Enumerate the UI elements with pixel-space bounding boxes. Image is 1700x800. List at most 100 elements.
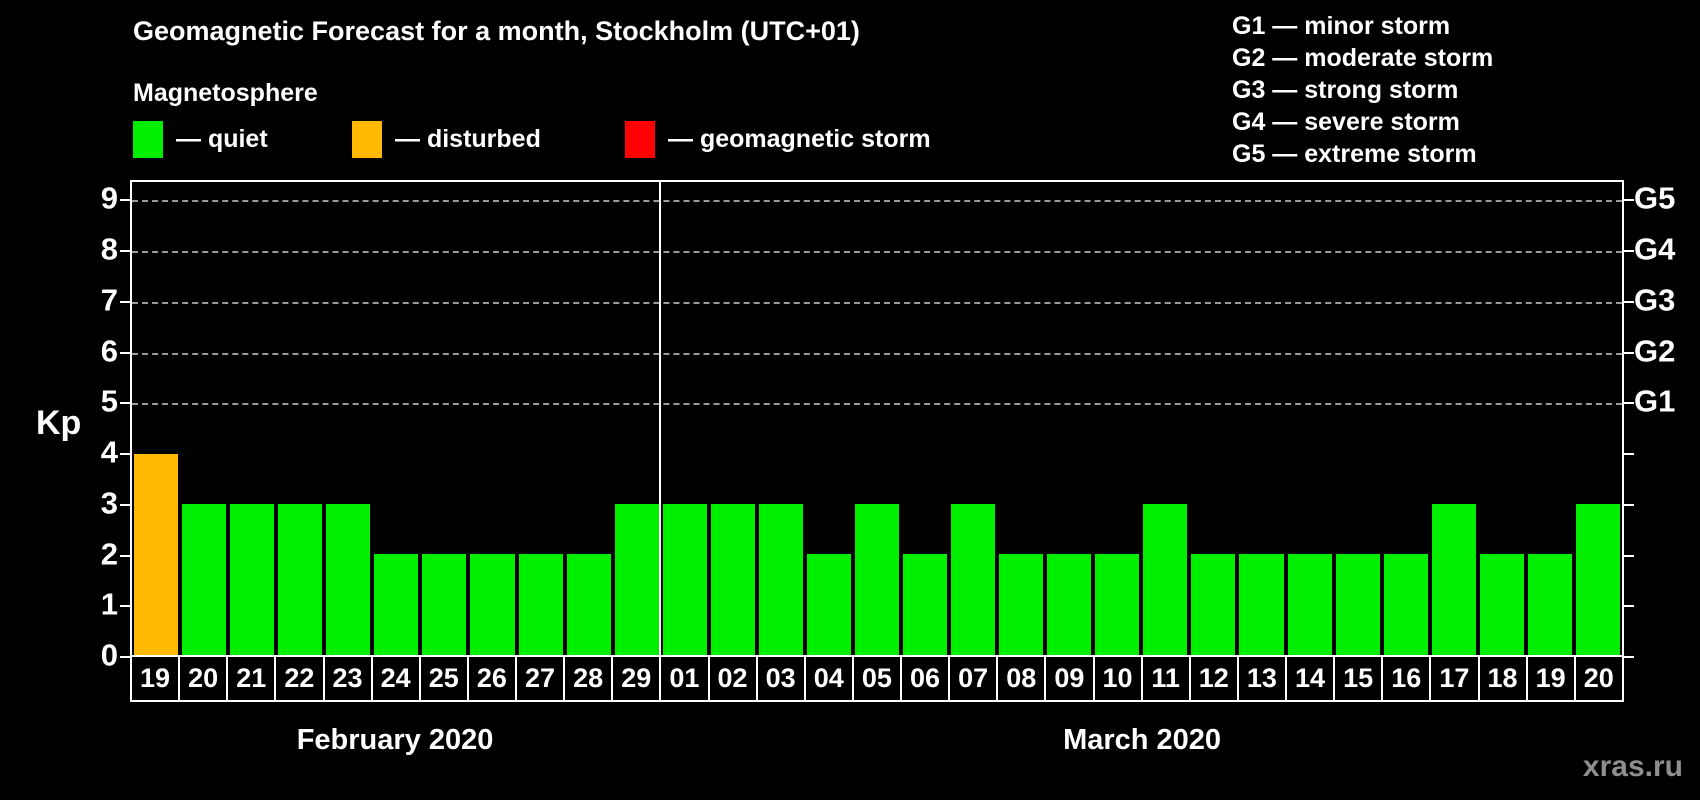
right-axis-tick bbox=[1624, 554, 1634, 557]
date-cell-09: 09 bbox=[1044, 657, 1095, 702]
left-axis-tick bbox=[120, 554, 130, 557]
kp-bar-february-28 bbox=[566, 554, 611, 655]
y-tick-label-5: 5 bbox=[100, 383, 118, 419]
left-axis-tick bbox=[120, 656, 130, 658]
bar-slot bbox=[1430, 182, 1478, 655]
g-tick-label-g4: G4 bbox=[1634, 231, 1676, 267]
date-cell-16: 16 bbox=[1381, 657, 1432, 702]
storm-color-swatch bbox=[625, 120, 655, 158]
bar-slot bbox=[1141, 182, 1189, 655]
kp-bar-march-18 bbox=[1479, 554, 1524, 655]
date-cell-26: 26 bbox=[466, 657, 517, 702]
date-cell-01: 01 bbox=[659, 657, 710, 702]
kp-bar-march-02 bbox=[710, 504, 755, 655]
gridline-kp8 bbox=[132, 251, 1622, 254]
month-label-march: March 2020 bbox=[1063, 724, 1222, 756]
kp-bar-february-23 bbox=[326, 504, 371, 655]
watermark: xras.ru bbox=[1582, 750, 1683, 783]
left-axis-tick bbox=[120, 300, 130, 303]
date-cell-22: 22 bbox=[274, 657, 325, 702]
kp-bar-february-20 bbox=[182, 504, 227, 655]
chart-zone: 0 1 2 3 4 5 6 7 8 9 G1 G2 G3 G4 G5 bbox=[101, 180, 1675, 673]
g2-legend-line: G2 — moderate storm bbox=[1232, 44, 1494, 72]
kp-bar-march-16 bbox=[1383, 554, 1428, 655]
bar-slot bbox=[613, 182, 661, 655]
left-axis-tick bbox=[120, 503, 130, 506]
date-cell-18: 18 bbox=[1477, 657, 1528, 702]
kp-bar-february-26 bbox=[470, 554, 515, 655]
g5-legend-line: G5 — extreme storm bbox=[1232, 140, 1477, 168]
y-tick-label-6: 6 bbox=[100, 333, 118, 369]
left-axis-tick bbox=[120, 199, 130, 202]
quiet-color-swatch bbox=[133, 120, 163, 158]
g-tick-label-g3: G3 bbox=[1634, 282, 1676, 318]
bar-slot bbox=[1189, 182, 1237, 655]
kp-bar-march-10 bbox=[1095, 554, 1140, 655]
bar-slot bbox=[228, 182, 276, 655]
y-tick-label-4: 4 bbox=[100, 434, 118, 470]
right-axis-tick bbox=[1624, 199, 1634, 202]
gridline-kp7 bbox=[132, 301, 1622, 304]
bar-slot bbox=[276, 182, 324, 655]
date-cell-08: 08 bbox=[996, 657, 1047, 702]
date-cell-23: 23 bbox=[322, 657, 373, 702]
right-axis-tick bbox=[1624, 453, 1634, 456]
bar-slot bbox=[1526, 182, 1574, 655]
date-cell-20: 20 bbox=[1573, 657, 1624, 702]
bar-slot bbox=[949, 182, 997, 655]
left-axis-tick bbox=[120, 250, 130, 253]
gridline-kp5 bbox=[132, 403, 1622, 406]
bar-slot bbox=[1382, 182, 1430, 655]
date-cell-13: 13 bbox=[1236, 657, 1287, 702]
kp-bar-february-29 bbox=[614, 504, 659, 655]
date-cell-28: 28 bbox=[563, 657, 614, 702]
month-label-february: February 2020 bbox=[296, 724, 494, 756]
y-tick-label-9: 9 bbox=[100, 180, 118, 216]
left-axis-tick bbox=[120, 453, 130, 456]
bar-slot bbox=[565, 182, 613, 655]
legend-item-disturbed: — disturbed bbox=[352, 119, 541, 159]
bar-slot bbox=[757, 182, 805, 655]
magnetosphere-label: Magnetosphere bbox=[133, 79, 318, 107]
kp-bar-march-15 bbox=[1335, 554, 1380, 655]
g-tick-label-g5: G5 bbox=[1634, 180, 1676, 216]
bar-slot bbox=[1478, 182, 1526, 655]
date-cell-15: 15 bbox=[1333, 657, 1384, 702]
g-tick-label-g1: G1 bbox=[1634, 383, 1676, 419]
disturbed-color-swatch bbox=[352, 120, 382, 158]
right-axis-tick bbox=[1624, 402, 1634, 405]
right-axis-tick bbox=[1624, 503, 1634, 506]
bar-slot bbox=[1286, 182, 1334, 655]
bar-slot bbox=[468, 182, 516, 655]
bar-slot bbox=[1045, 182, 1093, 655]
bar-slot bbox=[997, 182, 1045, 655]
bar-slot bbox=[853, 182, 901, 655]
bar-slot bbox=[805, 182, 853, 655]
gridline-kp9 bbox=[132, 200, 1622, 203]
date-cell-04: 04 bbox=[803, 657, 854, 702]
kp-bar-march-06 bbox=[903, 554, 948, 655]
date-axis: 19 20 21 22 23 24 25 26 27 28 29 01 02 03 04 05 06 07 08 09… bbox=[130, 657, 1624, 702]
date-cell-02: 02 bbox=[707, 657, 758, 702]
y-axis-title: Kp bbox=[36, 404, 82, 442]
bar-slot bbox=[420, 182, 468, 655]
date-cell-07: 07 bbox=[948, 657, 999, 702]
date-cell-19: 19 bbox=[1525, 657, 1576, 702]
month-axis: February 2020 March 2020 bbox=[130, 724, 1624, 757]
date-cell-06: 06 bbox=[900, 657, 951, 702]
kp-bar-march-17 bbox=[1431, 504, 1476, 655]
kp-bar-march-11 bbox=[1143, 504, 1188, 655]
kp-bar-march-04 bbox=[806, 554, 851, 655]
legend-item-geomagnetic-storm: — geomagnetic storm bbox=[625, 119, 931, 159]
right-axis-tick bbox=[1624, 351, 1634, 354]
kp-bar-march-05 bbox=[854, 504, 899, 655]
y-tick-label-1: 1 bbox=[100, 586, 118, 622]
g4-legend-line: G4 — severe storm bbox=[1232, 108, 1460, 136]
kp-bar-february-24 bbox=[374, 554, 419, 655]
kp-bar-march-19 bbox=[1527, 554, 1572, 655]
legend-label-geomagnetic-storm: — geomagnetic storm bbox=[668, 124, 931, 153]
gridline-kp6 bbox=[132, 352, 1622, 355]
date-cell-11: 11 bbox=[1140, 657, 1191, 702]
left-axis-tick bbox=[120, 605, 130, 608]
date-cell-14: 14 bbox=[1285, 657, 1336, 702]
